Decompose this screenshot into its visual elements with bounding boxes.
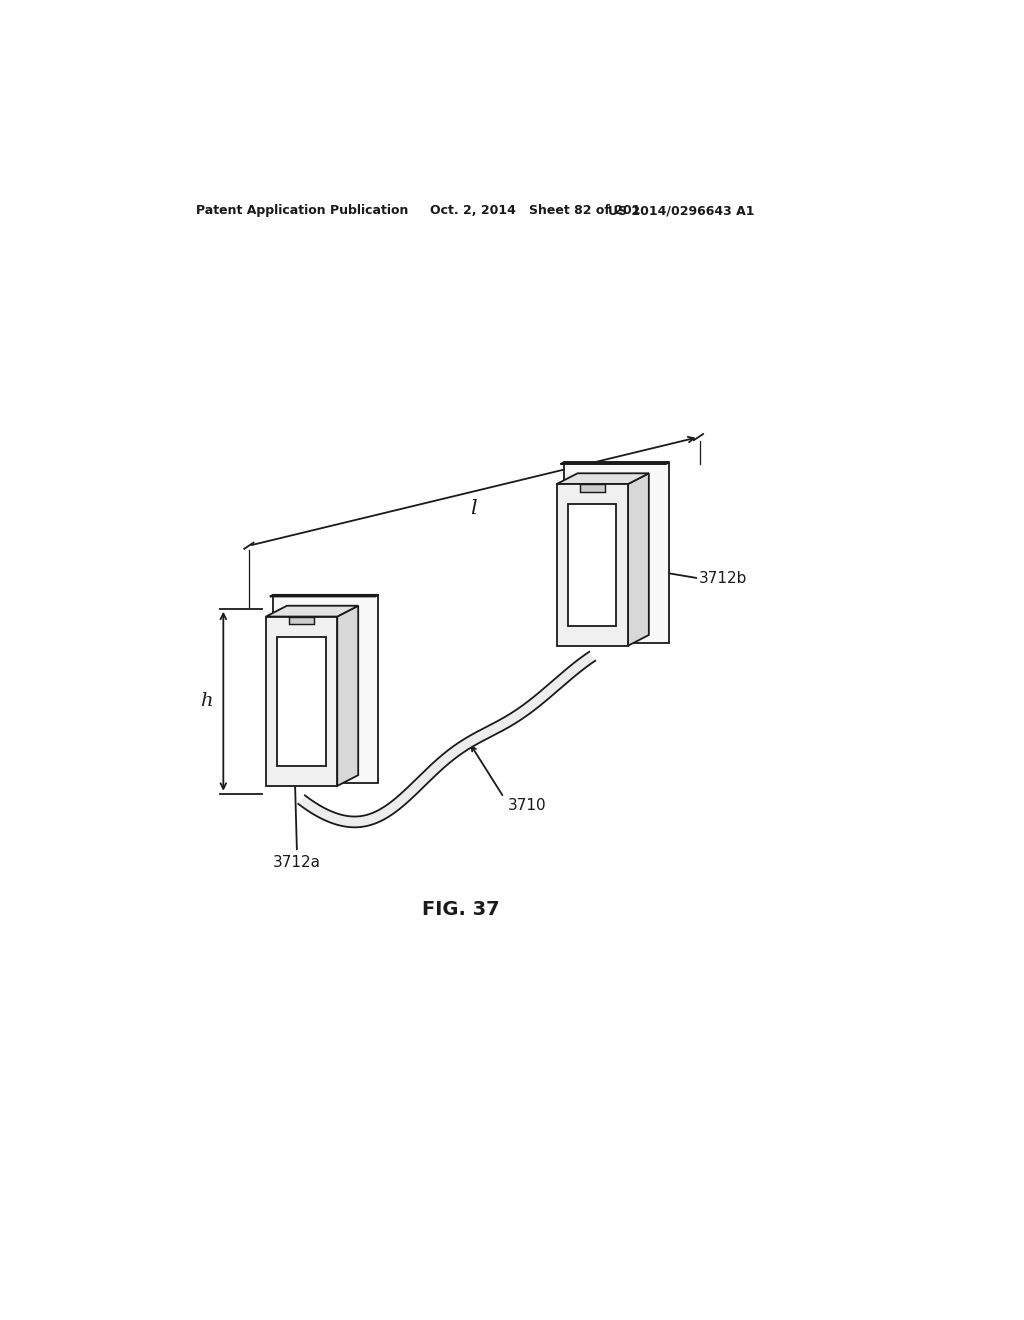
Polygon shape — [266, 616, 337, 785]
Polygon shape — [298, 652, 595, 828]
Polygon shape — [580, 484, 605, 492]
Polygon shape — [273, 595, 379, 783]
Text: h: h — [200, 692, 212, 710]
Polygon shape — [628, 474, 649, 645]
Text: FIG. 37: FIG. 37 — [423, 900, 500, 919]
Text: Patent Application Publication: Patent Application Publication — [197, 205, 409, 218]
Text: Oct. 2, 2014   Sheet 82 of 201: Oct. 2, 2014 Sheet 82 of 201 — [430, 205, 641, 218]
Text: 3712a: 3712a — [273, 855, 321, 870]
Text: US 2014/0296643 A1: US 2014/0296643 A1 — [608, 205, 755, 218]
Polygon shape — [289, 616, 314, 624]
Polygon shape — [560, 462, 669, 465]
Text: 3712b: 3712b — [699, 572, 748, 586]
Polygon shape — [557, 484, 628, 645]
Polygon shape — [278, 636, 326, 766]
Polygon shape — [563, 462, 669, 643]
Polygon shape — [270, 595, 379, 597]
Text: 3710: 3710 — [508, 797, 547, 813]
Polygon shape — [557, 474, 649, 484]
Text: l: l — [470, 499, 477, 517]
Polygon shape — [266, 606, 358, 616]
Polygon shape — [337, 606, 358, 785]
Polygon shape — [568, 503, 616, 627]
